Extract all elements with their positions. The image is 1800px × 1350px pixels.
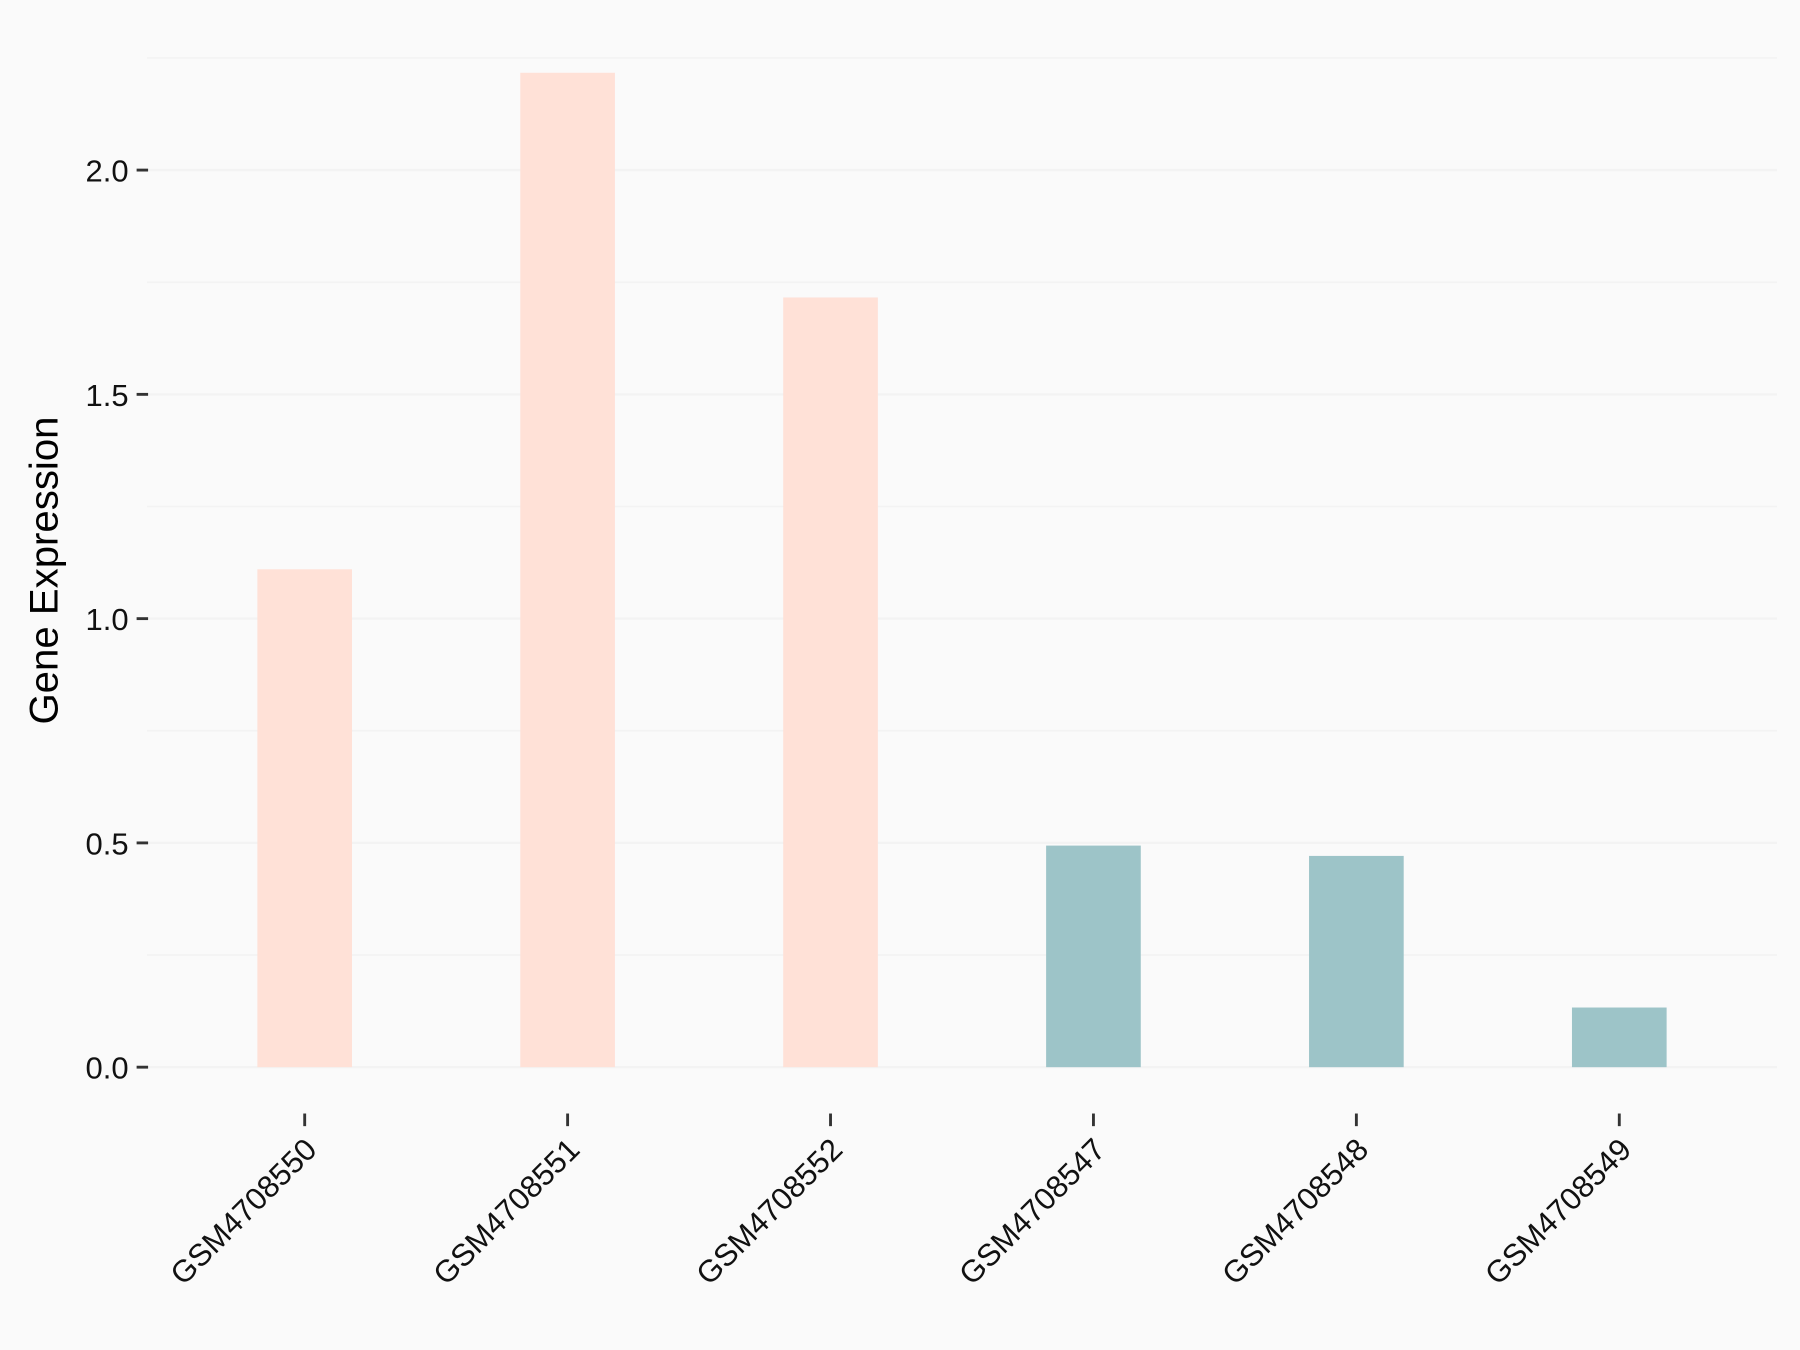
bar	[1571, 1007, 1667, 1068]
y-tick-label: 1.5	[85, 378, 128, 413]
bar	[783, 297, 878, 1068]
y-tick-label: 0.0	[85, 1051, 128, 1086]
y-tick-label: 2.0	[85, 154, 128, 189]
y-tick-label: 0.5	[85, 826, 128, 861]
y-axis-title: Gene Expression	[21, 417, 66, 725]
bar	[1309, 855, 1404, 1068]
bar	[257, 569, 353, 1068]
bar	[1046, 845, 1141, 1068]
y-tick-label: 1.0	[85, 602, 128, 637]
bar	[520, 72, 615, 1068]
